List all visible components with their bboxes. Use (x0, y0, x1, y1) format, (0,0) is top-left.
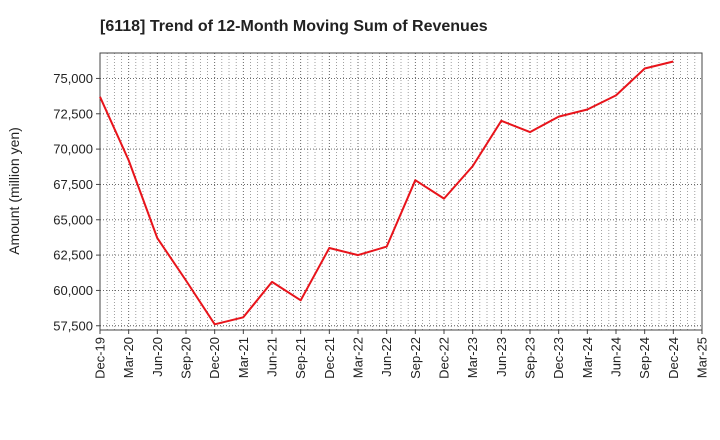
y-tick-label: 67,500 (53, 177, 93, 192)
x-tick-label: Dec-19 (93, 337, 108, 379)
x-tick-label: Sep-24 (637, 337, 652, 379)
y-tick-label: 65,000 (53, 212, 93, 227)
y-axis-ticks: 57,500 60,000 62,500 65,000 67,500 70,000 72,5… (53, 71, 100, 333)
x-tick-label: Dec-23 (551, 337, 566, 379)
x-tick-label: Mar-25 (695, 337, 710, 378)
x-tick-label: Jun-20 (150, 337, 165, 377)
x-tick-label: Sep-23 (523, 337, 538, 379)
x-tick-label: Jun-21 (265, 337, 280, 377)
y-tick-label: 60,000 (53, 283, 93, 298)
x-tick-label: Jun-22 (379, 337, 394, 377)
series-layer (99, 60, 674, 326)
plot-area (99, 52, 703, 331)
y-tick-label: 70,000 (53, 142, 93, 157)
x-tick-label: Dec-21 (322, 337, 337, 379)
series-line-0 (99, 60, 674, 326)
chart-title: [6118] Trend of 12-Month Moving Sum of R… (100, 18, 488, 35)
x-tick-label: Mar-22 (351, 337, 366, 378)
grid-lines (99, 53, 703, 330)
y-tick-label: 62,500 (53, 248, 93, 263)
x-tick-label: Mar-21 (236, 337, 251, 378)
x-tick-label: Sep-21 (293, 337, 308, 379)
x-tick-label: Jun-23 (494, 337, 509, 377)
x-tick-label: Jun-24 (609, 337, 624, 377)
x-tick-label: Mar-23 (465, 337, 480, 378)
y-axis-label: Amount (million yen) (6, 127, 22, 255)
x-tick-label: Mar-20 (121, 337, 136, 378)
x-axis-ticks: Dec-19 Mar-20 Jun-20 Sep-20 Dec-20 Mar-21 Jun-… (93, 330, 710, 379)
x-tick-label: Dec-24 (666, 337, 681, 379)
y-tick-label: 72,500 (53, 106, 93, 121)
x-tick-label: Dec-20 (207, 337, 222, 379)
y-tick-label: 75,000 (53, 71, 93, 86)
x-tick-label: Sep-20 (179, 337, 194, 379)
x-tick-label: Mar-24 (580, 337, 595, 378)
x-tick-label: Dec-22 (437, 337, 452, 379)
x-tick-label: Sep-22 (408, 337, 423, 379)
y-tick-label: 57,500 (53, 318, 93, 333)
